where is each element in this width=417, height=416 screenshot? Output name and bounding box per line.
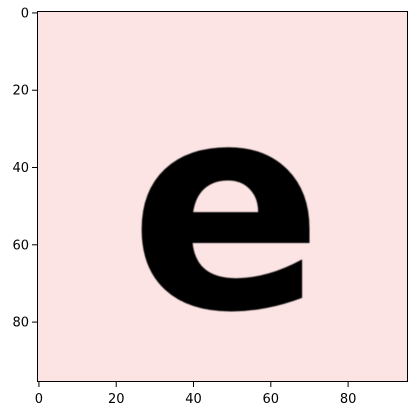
y-axis: 0 20 40 60 80 (12, 6, 37, 331)
image-background (37, 11, 408, 382)
x-tick-label: 40 (185, 392, 202, 407)
x-tick-label: 60 (263, 392, 280, 407)
image-glyph: e (129, 43, 323, 375)
y-tick-label: 0 (21, 6, 29, 21)
y-tick-label: 60 (12, 238, 29, 253)
x-tick-label: 0 (35, 392, 43, 407)
axes-frame (37, 11, 408, 382)
x-tick-label: 20 (108, 392, 125, 407)
x-axis: 0 20 40 60 80 (35, 382, 357, 407)
y-tick-label: 20 (12, 84, 29, 99)
x-tick-label: 80 (340, 392, 357, 407)
y-tick-label: 40 (12, 161, 29, 176)
image-plot-area: e (37, 11, 408, 382)
y-tick-label: 80 (12, 316, 29, 331)
